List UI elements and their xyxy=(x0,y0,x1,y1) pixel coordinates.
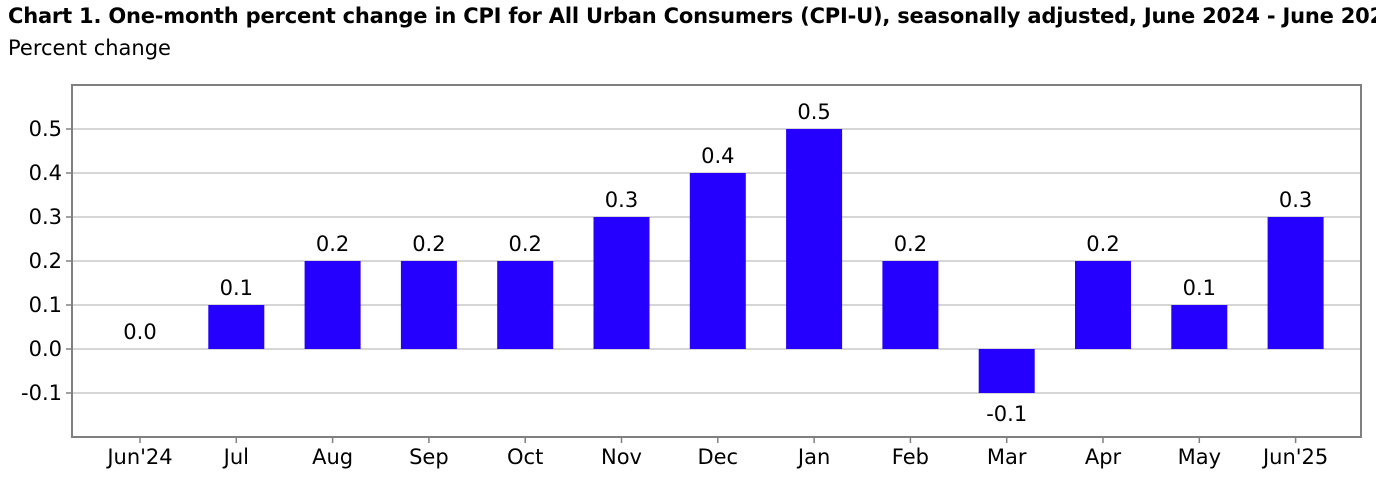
y-tick-label: 0.5 xyxy=(29,117,62,141)
x-tick-label: Nov xyxy=(601,445,642,469)
bar xyxy=(689,173,746,349)
x-tick-label: Aug xyxy=(312,445,353,469)
data-label: 0.0 xyxy=(123,320,156,344)
data-label: 0.2 xyxy=(508,232,541,256)
y-tick-label: 0.4 xyxy=(29,161,62,185)
bar xyxy=(593,217,650,349)
y-tick-label: 0.2 xyxy=(29,249,62,273)
data-label: 0.2 xyxy=(894,232,927,256)
bar xyxy=(1075,261,1131,349)
chart-subtitle: Percent change xyxy=(8,36,171,60)
data-label: 0.2 xyxy=(316,232,349,256)
data-label: 0.1 xyxy=(1183,276,1216,300)
x-tick-label: Apr xyxy=(1085,445,1122,469)
bar xyxy=(208,305,265,349)
bar xyxy=(786,129,843,349)
x-tick-label: Feb xyxy=(892,445,929,469)
data-label: 0.2 xyxy=(412,232,445,256)
bar xyxy=(1171,305,1228,349)
bar xyxy=(1267,217,1324,349)
x-tick-label: Jun'24 xyxy=(105,445,172,469)
data-label: 0.2 xyxy=(1086,232,1119,256)
x-tick-label: May xyxy=(1178,445,1221,469)
x-tick-label: Mar xyxy=(987,445,1027,469)
bar xyxy=(400,261,457,349)
y-tick-label: 0.0 xyxy=(29,337,62,361)
x-tick-label: Jul xyxy=(222,445,249,469)
data-label: -0.1 xyxy=(986,402,1027,426)
x-tick-label: Jun'25 xyxy=(1261,445,1328,469)
data-label: 0.3 xyxy=(1279,188,1312,212)
data-label: 0.1 xyxy=(220,276,253,300)
y-tick-label: -0.1 xyxy=(21,381,62,405)
chart-title: Chart 1. One-month percent change in CPI… xyxy=(8,4,1376,28)
y-tick-label: 0.1 xyxy=(29,293,62,317)
x-tick-label: Jan xyxy=(796,445,830,469)
bar xyxy=(304,261,361,349)
bar xyxy=(882,261,939,349)
bar xyxy=(497,261,554,349)
y-tick-label: 0.3 xyxy=(29,205,62,229)
x-tick-label: Oct xyxy=(507,445,543,469)
bar xyxy=(978,349,1035,393)
x-tick-label: Sep xyxy=(409,445,449,469)
data-label: 0.4 xyxy=(701,144,734,168)
data-label: 0.5 xyxy=(797,100,830,124)
data-label: 0.3 xyxy=(605,188,638,212)
x-tick-label: Dec xyxy=(697,445,738,469)
